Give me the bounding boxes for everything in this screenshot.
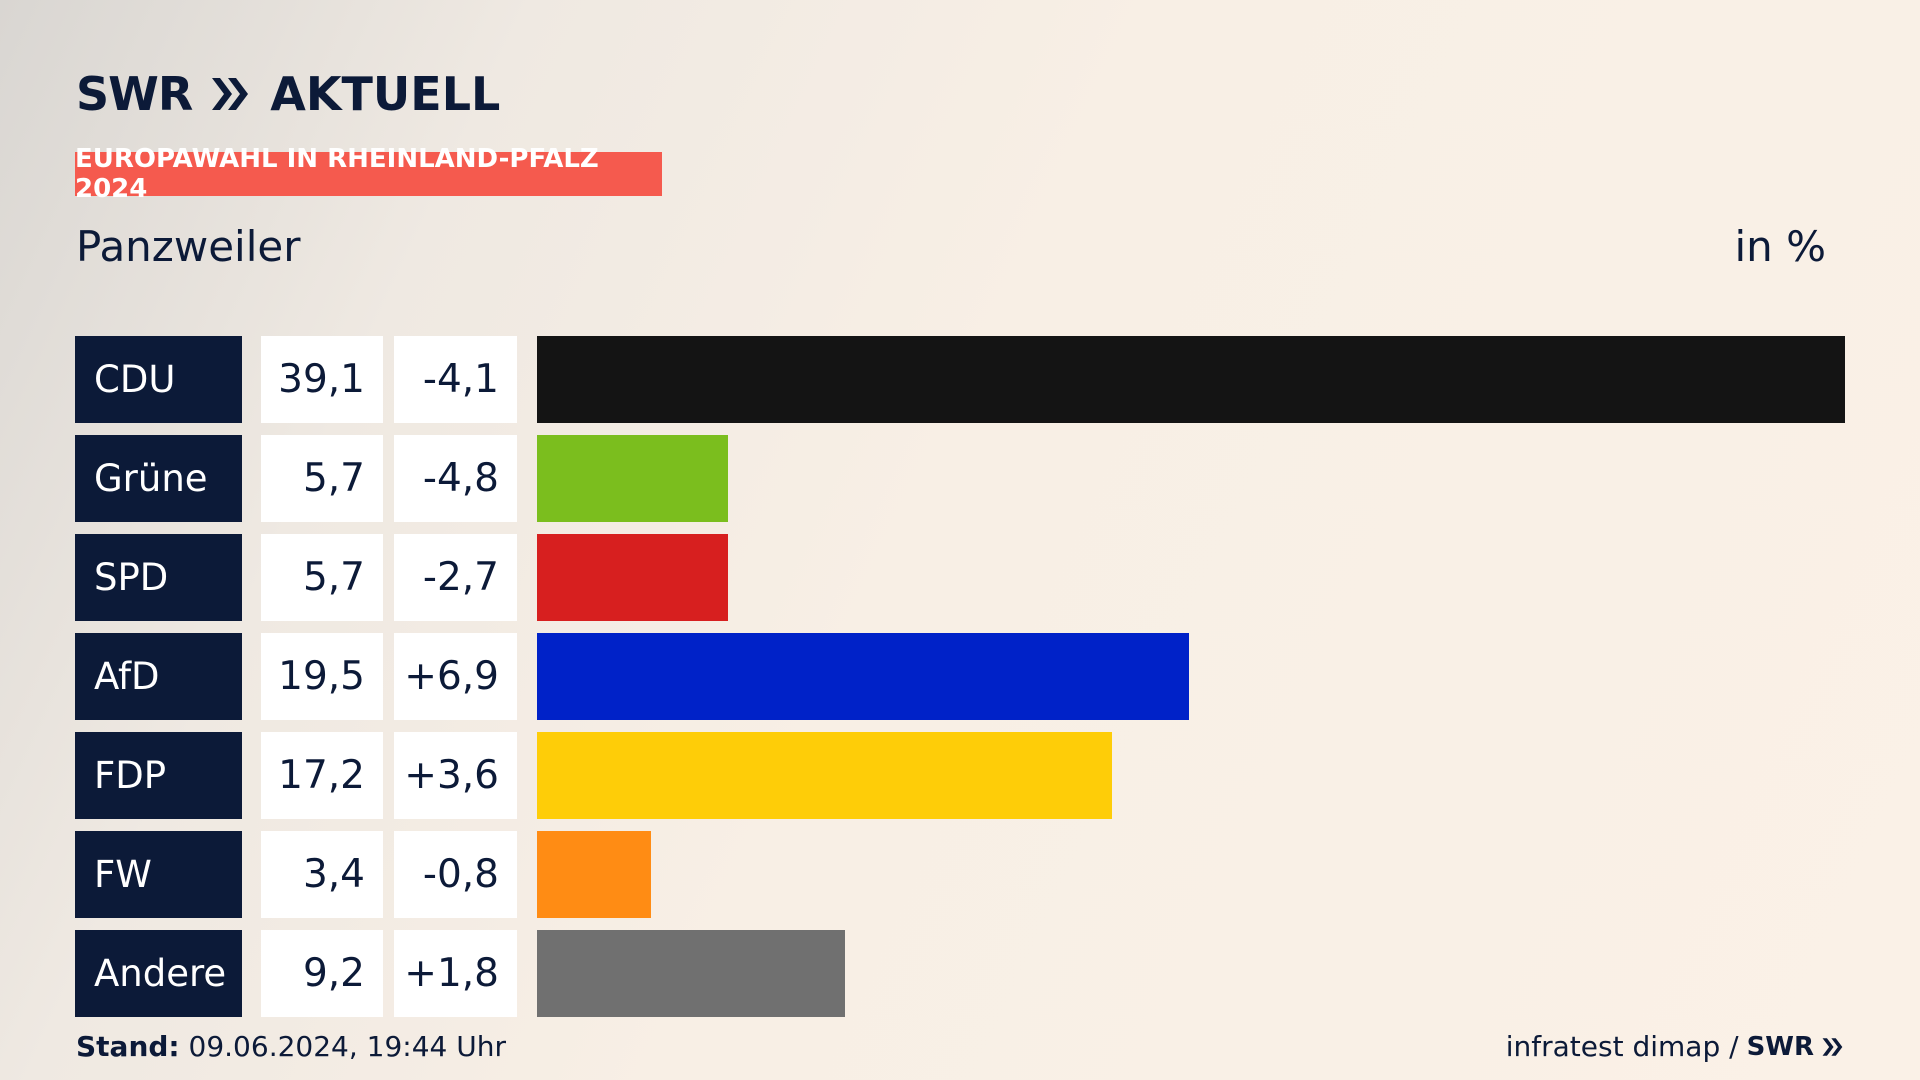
value-label-fw: 3,4 bbox=[261, 831, 383, 918]
chart-title: Panzweiler bbox=[76, 222, 301, 271]
change-label-gr-ne: -4,8 bbox=[394, 435, 517, 522]
value-label-fdp: 17,2 bbox=[261, 732, 383, 819]
value-label-cdu: 39,1 bbox=[261, 336, 383, 423]
bar-afd bbox=[537, 633, 1190, 720]
bar-gr-ne bbox=[537, 435, 728, 522]
small-double-chevron-icon bbox=[1822, 1037, 1843, 1056]
change-label-fw: -0,8 bbox=[394, 831, 517, 918]
timestamp: Stand: 09.06.2024, 19:44 Uhr bbox=[76, 1030, 506, 1063]
timestamp-label: Stand: bbox=[76, 1030, 180, 1063]
bar-fdp bbox=[537, 732, 1113, 819]
party-label-afd: AfD bbox=[75, 633, 242, 720]
swr-aktuell-logo: SWR AKTUELL bbox=[76, 66, 500, 122]
value-label-gr-ne: 5,7 bbox=[261, 435, 383, 522]
timestamp-value: 09.06.2024, 19:44 Uhr bbox=[188, 1030, 506, 1063]
party-label-fdp: FDP bbox=[75, 732, 242, 819]
party-label-fw: FW bbox=[75, 831, 242, 918]
value-label-afd: 19,5 bbox=[261, 633, 383, 720]
value-label-spd: 5,7 bbox=[261, 534, 383, 621]
party-label-spd: SPD bbox=[75, 534, 242, 621]
party-label-andere: Andere bbox=[75, 930, 242, 1017]
bar-cdu bbox=[537, 336, 1845, 423]
double-chevron-icon bbox=[212, 78, 249, 110]
logo-aktuell-text: AKTUELL bbox=[270, 67, 501, 121]
party-label-cdu: CDU bbox=[75, 336, 242, 423]
change-label-fdp: +3,6 bbox=[394, 732, 517, 819]
change-label-afd: +6,9 bbox=[394, 633, 517, 720]
party-label-gr-ne: Grüne bbox=[75, 435, 242, 522]
logo-swr-text: SWR bbox=[76, 67, 193, 121]
change-label-cdu: -4,1 bbox=[394, 336, 517, 423]
source-brand: SWR bbox=[1746, 1031, 1814, 1062]
change-label-spd: -2,7 bbox=[394, 534, 517, 621]
source-text: infratest dimap / bbox=[1505, 1030, 1739, 1063]
bar-fw bbox=[537, 831, 651, 918]
value-label-andere: 9,2 bbox=[261, 930, 383, 1017]
unit-label: in % bbox=[1734, 222, 1826, 271]
bar-andere bbox=[537, 930, 845, 1017]
bar-spd bbox=[537, 534, 728, 621]
change-label-andere: +1,8 bbox=[394, 930, 517, 1017]
source-credit: infratest dimap / SWR bbox=[1506, 1030, 1844, 1063]
